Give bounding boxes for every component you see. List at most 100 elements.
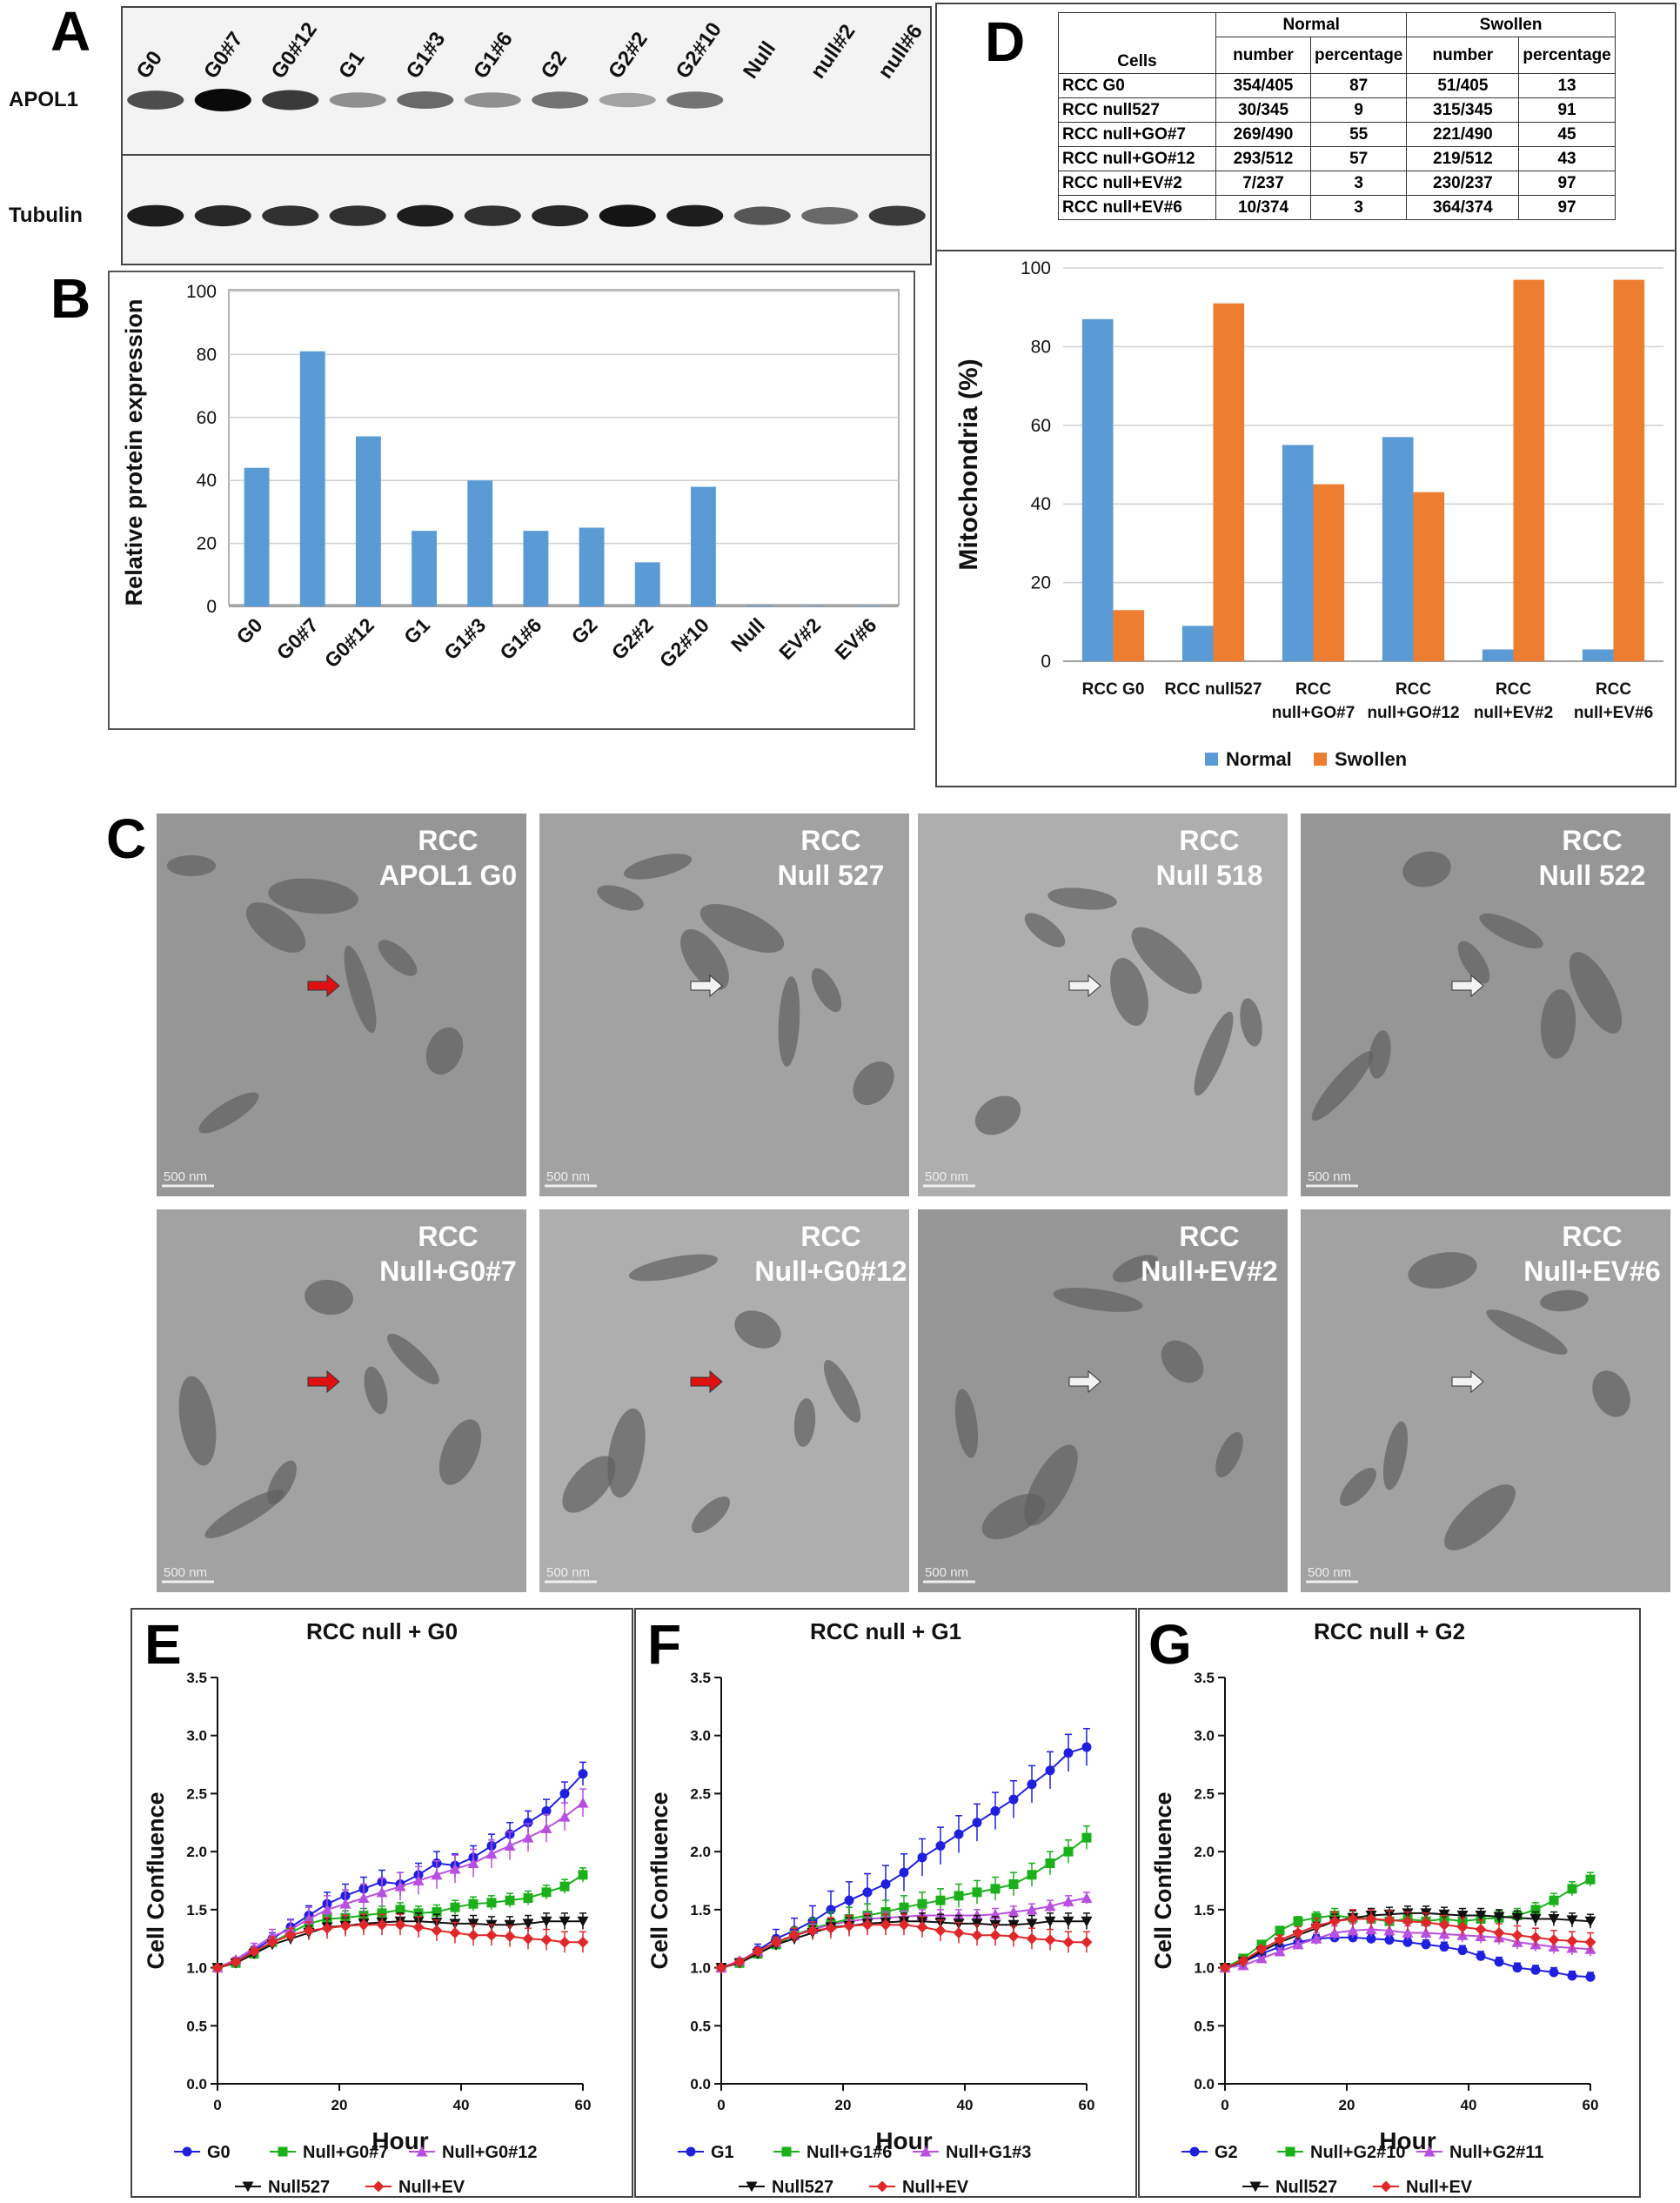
- y-axis-label: Cell Confluence: [143, 1791, 169, 1969]
- bar: [1582, 649, 1614, 661]
- data-point: [990, 1805, 1001, 1816]
- data-point: [1347, 1925, 1359, 1936]
- scale-bar-label: 500 nm: [925, 1565, 968, 1580]
- bar: [1313, 484, 1345, 661]
- mitochondrion: [1047, 887, 1117, 910]
- data-point: [485, 1929, 498, 1941]
- data-point: [412, 1921, 425, 1933]
- data-point: [321, 1904, 333, 1915]
- blot-band: [194, 89, 251, 111]
- mitochondrion: [607, 1408, 646, 1498]
- mitochondrion: [1540, 989, 1576, 1059]
- data-point: [1310, 1932, 1322, 1944]
- mitochondrion: [364, 1366, 388, 1415]
- y-tick-label: 0.5: [186, 2018, 207, 2034]
- mitochondrion: [1024, 1444, 1078, 1526]
- data-point: [1511, 1929, 1523, 1941]
- data-point: [358, 1892, 370, 1904]
- scale-bar-label: 500 nm: [1308, 1565, 1351, 1580]
- table-cell: 9: [1309, 97, 1408, 123]
- y-axis-label: Cell Confluence: [1150, 1791, 1176, 1969]
- chart-title: RCC null + G2: [1314, 1618, 1465, 1644]
- bar: [1081, 318, 1114, 661]
- table-cell: RCC G0: [1058, 73, 1216, 98]
- em-label-line1: RCC: [800, 1221, 860, 1252]
- data-point: [1081, 1742, 1092, 1752]
- bar: [1413, 492, 1445, 661]
- data-point: [1567, 1971, 1577, 1981]
- blot-band: [127, 90, 184, 110]
- data-point: [522, 1932, 534, 1945]
- bar: [355, 436, 381, 606]
- table-cell: 97: [1518, 171, 1616, 196]
- y-tick-label: 40: [1031, 494, 1051, 514]
- data-point: [1402, 1937, 1413, 1947]
- data-point: [505, 1895, 515, 1905]
- data-point: [1549, 1895, 1559, 1905]
- data-point: [449, 1863, 461, 1874]
- legend-item: Null+G1#3: [913, 2143, 1031, 2162]
- data-point: [1421, 1939, 1431, 1950]
- data-point: [917, 1852, 927, 1863]
- data-point: [559, 1916, 571, 1927]
- table-cell: 293/512: [1215, 146, 1311, 171]
- y-tick-label: 1.0: [186, 1960, 207, 1977]
- data-point: [1365, 1913, 1377, 1925]
- x-tick-label: RCC: [1396, 680, 1431, 699]
- line-chart-g1: RCC null + G1 0.0 0.5 1.0 1.5 2.0 2.5 3.0 3.5 0 20…: [634, 1608, 1137, 2198]
- data-point: [1566, 1935, 1578, 1947]
- x-tick-label: RCC G0: [1082, 680, 1145, 699]
- mitochondrion: [1457, 941, 1490, 984]
- panel-letter-b: B: [50, 267, 90, 330]
- em-image: RCC Null 527 500 nm: [539, 814, 909, 1196]
- y-tick-label: 3.5: [1194, 1670, 1215, 1686]
- data-point: [715, 1962, 727, 1974]
- y-tick-label: 3.0: [186, 1728, 207, 1744]
- data-point: [376, 1886, 388, 1898]
- table-row: RCC null+GO#12 293/512 57 219/512 43: [1058, 146, 1616, 171]
- em-background: [539, 814, 909, 1196]
- blot-band: [733, 206, 791, 225]
- bar: [1282, 445, 1314, 661]
- data-point: [1007, 1906, 1020, 1918]
- bar: [1181, 626, 1214, 661]
- scale-bar-label: 500 nm: [546, 1169, 590, 1184]
- table-subheader-percentage-normal: percentage: [1309, 37, 1408, 74]
- x-tick-label: G2: [567, 613, 602, 648]
- data-point: [1511, 1912, 1523, 1924]
- mitochondria-table: Cells Normal Swollen number percentage n…: [1058, 12, 1616, 220]
- mitochondrion: [1131, 927, 1202, 994]
- data-point: [248, 1945, 260, 1958]
- bar: [523, 531, 549, 606]
- mitochondrion: [1444, 1484, 1516, 1550]
- data-point: [920, 2146, 932, 2157]
- table-cell: 87: [1309, 73, 1408, 98]
- data-point: [686, 2146, 696, 2157]
- mitochondrion: [691, 1496, 731, 1534]
- y-tick-label: 0: [1041, 652, 1051, 672]
- table-subheader-number-swollen: number: [1406, 37, 1520, 74]
- blot-band: [666, 91, 724, 109]
- data-point: [1062, 1916, 1074, 1927]
- data-point: [278, 2146, 288, 2157]
- em-label-line2: Null+EV#2: [1141, 1256, 1277, 1287]
- data-point: [1383, 1914, 1396, 1926]
- mitochondrion: [853, 1061, 894, 1106]
- data-point: [1310, 1920, 1322, 1932]
- chart-frame: [108, 271, 915, 730]
- arrow-icon: [1451, 974, 1484, 998]
- line-chart-g2: RCC null + G2 0.0 0.5 1.0 1.5 2.0 2.5 3.0 3.5 0 20…: [1138, 1608, 1641, 2198]
- data-point: [504, 1839, 516, 1851]
- y-tick-label: 80: [1031, 337, 1051, 357]
- data-point: [467, 1929, 479, 1941]
- table-header-cells: Cells: [1058, 12, 1216, 74]
- data-point: [1383, 1925, 1396, 1936]
- em-background: [918, 1209, 1288, 1592]
- mitochondrion: [597, 885, 644, 911]
- data-point: [1275, 1925, 1285, 1936]
- table-cell: 3: [1309, 171, 1408, 196]
- data-point: [1285, 2146, 1295, 2157]
- data-point: [486, 1898, 497, 1908]
- blot-band: [127, 204, 184, 227]
- legend-item: Null+G0#7: [270, 2143, 388, 2162]
